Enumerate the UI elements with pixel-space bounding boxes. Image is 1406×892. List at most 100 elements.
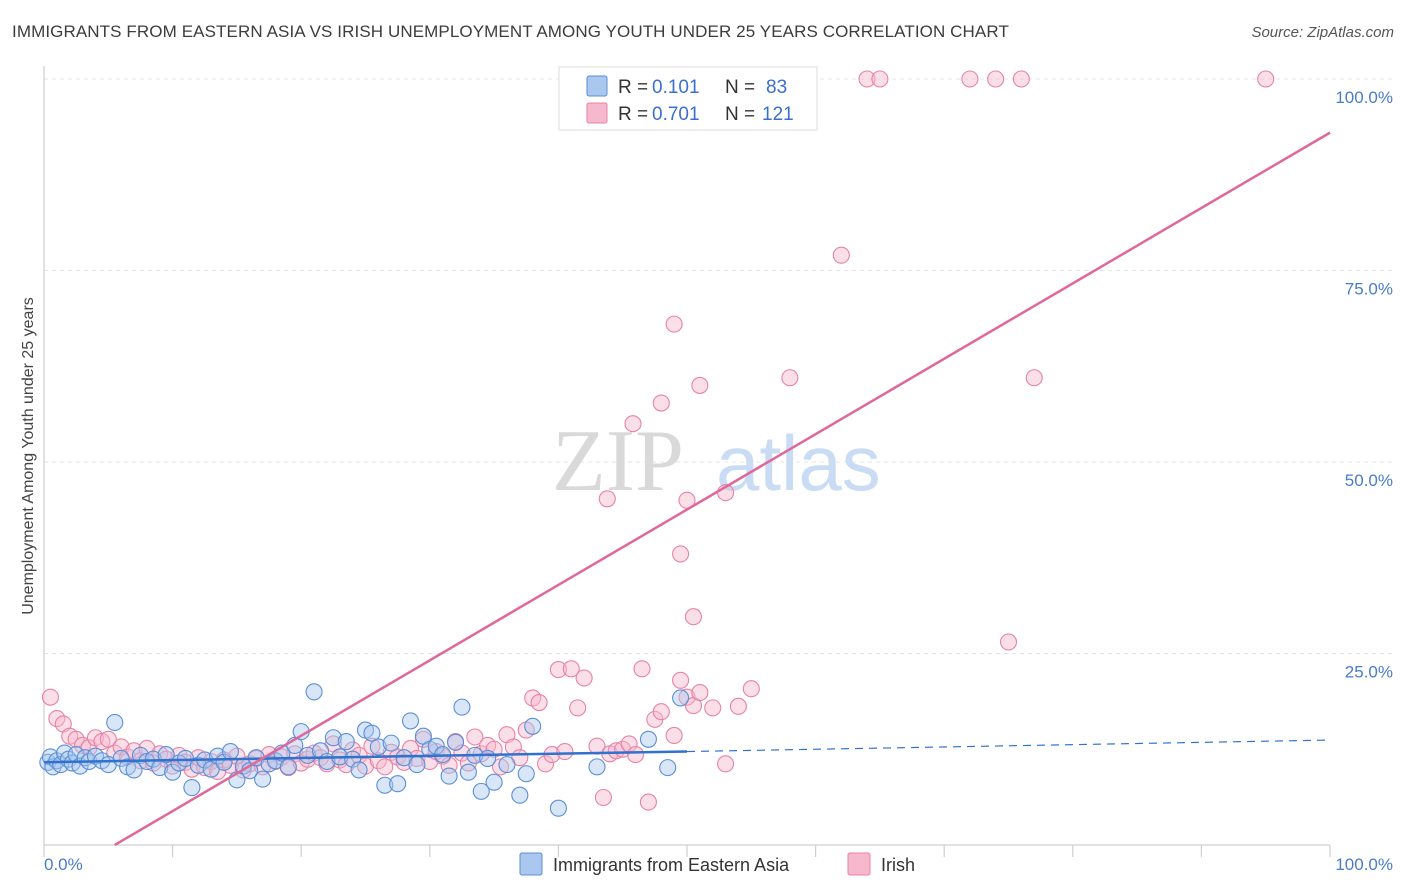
irish-point [99, 730, 117, 748]
bottom-legend-label-blue: Immigrants from Eastern Asia [553, 855, 790, 875]
eastern-asia-point [549, 799, 567, 817]
legend-n-value-2: 121 [762, 104, 794, 125]
eastern-asia-point [221, 742, 240, 761]
irish-point [742, 680, 760, 698]
eastern-asia-point [389, 775, 407, 793]
bottom-legend-swatch-pink [847, 852, 871, 876]
irish-point [639, 793, 657, 811]
trend-lines [43, 131, 1331, 847]
legend-swatch-blue [586, 75, 608, 97]
eastern-asia-point [401, 712, 420, 730]
irish-point [858, 70, 876, 88]
eastern-asia-point [446, 733, 465, 751]
eastern-asia-point [112, 749, 130, 767]
eastern-asia-point [337, 733, 355, 751]
irish-point [665, 726, 683, 745]
legend-swatch-pink [586, 102, 608, 124]
irish-point [395, 753, 413, 771]
irish-point [717, 755, 735, 773]
eastern-asia-point [324, 729, 342, 747]
irish-point [704, 699, 722, 717]
legend-top: R = 0.101 N = 83 R = 0.701 N = 121 [558, 66, 818, 131]
y-axis-label: Unemployment Among Youth under 25 years [20, 297, 37, 615]
bottom-legend-swatch-blue [519, 852, 543, 876]
eastern-asia-point [453, 698, 471, 716]
eastern-asia-point [279, 758, 297, 776]
eastern-asia-point [588, 758, 606, 776]
bottom-legend-label-pink: Irish [881, 855, 915, 875]
irish-point [530, 693, 548, 712]
eastern-asia-point [440, 767, 458, 785]
eastern-asia-trend-extension [686, 739, 1331, 753]
watermark: ZIP atlas [552, 413, 881, 510]
irish-trend-line [114, 131, 1331, 847]
irish-point [376, 758, 394, 776]
y-tick-label-100: 100.0% [1335, 88, 1393, 107]
irish-point [408, 749, 426, 767]
irish-point [832, 246, 850, 264]
irish-point [67, 730, 85, 748]
eastern-asia-point [164, 763, 182, 781]
legend-n-label-2: N = [725, 104, 755, 125]
irish-point [672, 671, 690, 689]
irish-point [556, 742, 574, 761]
eastern-asia-point [305, 683, 323, 701]
irish-point [961, 70, 979, 88]
eastern-asia-point [369, 738, 387, 756]
irish-point [569, 699, 587, 717]
eastern-asia-point [517, 765, 535, 783]
irish-point [729, 697, 747, 715]
eastern-asia-point [498, 756, 516, 774]
irish-point [999, 633, 1018, 651]
y-tick-labels: 25.0% 50.0% 75.0% 100.0% [1335, 88, 1393, 682]
eastern-asia-point [106, 713, 124, 731]
irish-point [633, 660, 651, 678]
irish-point [871, 70, 889, 88]
eastern-asia-point [672, 689, 690, 707]
irish-point [627, 746, 645, 764]
irish-point [598, 490, 616, 508]
x-tick-label-max: 100.0% [1335, 855, 1393, 874]
irish-point [466, 728, 484, 746]
irish-point [549, 661, 567, 679]
irish-point [536, 755, 555, 773]
y-tick-label-50: 50.0% [1345, 471, 1393, 490]
irish-point [138, 739, 156, 758]
irish-point [652, 394, 670, 412]
y-tick-label-25: 25.0% [1345, 663, 1393, 682]
legend-r-value-2: 0.701 [652, 104, 700, 125]
irish-point [665, 315, 683, 333]
eastern-asia-point [157, 746, 175, 764]
irish-point [678, 688, 696, 706]
eastern-asia-point [427, 737, 445, 755]
eastern-asia-point [344, 750, 362, 768]
eastern-asia-point [350, 761, 368, 779]
irish-point [594, 788, 612, 807]
irish-point [987, 70, 1005, 88]
irish-point [691, 684, 709, 702]
irish-point [672, 545, 690, 563]
axes [43, 66, 1330, 846]
irish-point [485, 740, 503, 758]
irish-point [1257, 70, 1275, 88]
irish-point [781, 369, 799, 387]
irish-point [562, 660, 580, 678]
irish-point [363, 737, 381, 755]
eastern-asia-point [472, 782, 490, 800]
watermark-zip: ZIP [552, 413, 684, 510]
irish-point [41, 688, 59, 706]
chart-title: IMMIGRANTS FROM EASTERN ASIA VS IRISH UN… [12, 22, 1009, 41]
eastern-asia-point [254, 770, 272, 788]
irish-point [1012, 70, 1030, 88]
legend-r-value-1: 0.101 [652, 77, 700, 98]
irish-point [684, 608, 702, 626]
irish-point [491, 758, 510, 776]
eastern-asia-point [382, 734, 400, 752]
irish-point [575, 669, 593, 687]
eastern-asia-point [659, 759, 677, 777]
grid [44, 78, 1393, 654]
eastern-asia-point [479, 749, 497, 767]
irish-point [453, 744, 471, 762]
eastern-asia-point [183, 778, 201, 797]
